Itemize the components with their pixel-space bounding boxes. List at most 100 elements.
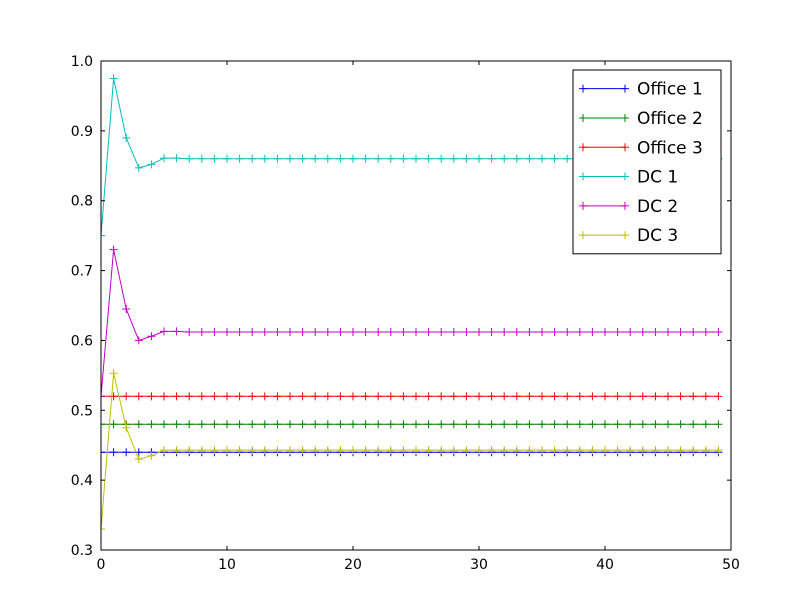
- data-point: [538, 154, 546, 163]
- data-point: [701, 446, 710, 455]
- data-point: [462, 328, 471, 337]
- data-point: [449, 392, 458, 401]
- data-point: [374, 154, 383, 163]
- data-point: [323, 420, 332, 429]
- data-point: [298, 446, 307, 455]
- legend-label: DC 3: [637, 226, 678, 246]
- data-point: [424, 446, 433, 455]
- data-point: [147, 332, 156, 341]
- data-point: [412, 420, 420, 429]
- series-office-3: [101, 392, 723, 401]
- data-point: [323, 328, 332, 337]
- data-point: [689, 392, 698, 401]
- data-point: [323, 446, 332, 455]
- data-point: [109, 74, 118, 83]
- data-point: [399, 446, 408, 455]
- data-point: [399, 328, 408, 337]
- data-point: [588, 420, 597, 429]
- data-point: [248, 392, 257, 401]
- data-point: [134, 392, 143, 401]
- data-point: [462, 420, 471, 429]
- data-point: [638, 328, 647, 337]
- data-point: [613, 446, 622, 455]
- data-point: [109, 369, 118, 378]
- data-point: [160, 446, 168, 455]
- data-point: [122, 304, 131, 313]
- legend-box: [572, 69, 722, 255]
- data-point: [260, 154, 269, 163]
- data-point: [386, 446, 395, 455]
- legend-item: DC 2: [579, 197, 678, 217]
- data-point: [437, 392, 446, 401]
- data-point: [575, 328, 584, 337]
- data-point: [437, 154, 446, 163]
- data-point: [538, 392, 546, 401]
- data-point: [512, 154, 521, 163]
- x-tick-label: 10: [218, 557, 236, 573]
- data-point: [361, 392, 370, 401]
- legend-swatch-marker: [621, 143, 629, 152]
- data-point: [399, 154, 408, 163]
- y-tick-label: 0.8: [71, 194, 93, 210]
- data-point: [412, 392, 420, 401]
- data-point: [626, 420, 635, 429]
- data-point: [336, 446, 345, 455]
- data-point: [563, 392, 572, 401]
- data-point: [525, 446, 534, 455]
- data-point: [424, 392, 433, 401]
- data-point: [412, 154, 420, 163]
- data-point: [147, 451, 156, 460]
- data-point: [588, 446, 597, 455]
- data-point: [210, 446, 219, 455]
- data-point: [311, 328, 320, 337]
- data-point: [248, 328, 257, 337]
- data-point: [273, 154, 282, 163]
- data-point: [361, 328, 370, 337]
- data-point: [185, 392, 194, 401]
- series-dc-3: [101, 369, 723, 534]
- data-point: [134, 336, 143, 345]
- series-dc-2: [101, 245, 723, 401]
- data-point: [323, 154, 332, 163]
- data-point: [462, 446, 471, 455]
- data-point: [374, 446, 383, 455]
- data-point: [676, 420, 685, 429]
- data-point: [714, 328, 723, 337]
- data-point: [185, 420, 194, 429]
- data-point: [210, 328, 219, 337]
- data-point: [223, 328, 231, 337]
- data-point: [122, 392, 131, 401]
- legend-item: DC 1: [579, 168, 678, 188]
- data-point: [550, 392, 559, 401]
- legend-item: DC 3: [579, 226, 678, 246]
- data-point: [399, 392, 408, 401]
- y-tick-label: 0.3: [71, 543, 93, 559]
- data-point: [298, 328, 307, 337]
- data-point: [525, 154, 534, 163]
- data-point: [550, 420, 559, 429]
- data-point: [197, 154, 206, 163]
- legend-label: Office 1: [637, 80, 703, 100]
- data-point: [664, 446, 672, 455]
- data-point: [336, 154, 345, 163]
- data-point: [101, 392, 105, 401]
- data-point: [575, 420, 584, 429]
- data-point: [714, 420, 723, 429]
- data-point: [210, 392, 219, 401]
- data-point: [374, 420, 383, 429]
- data-point: [160, 327, 168, 336]
- data-point: [449, 446, 458, 455]
- data-point: [714, 446, 723, 455]
- data-point: [122, 133, 131, 142]
- data-point: [651, 392, 660, 401]
- data-point: [311, 392, 320, 401]
- data-point: [109, 420, 118, 429]
- data-point: [588, 328, 597, 337]
- data-point: [437, 420, 446, 429]
- data-point: [160, 420, 168, 429]
- data-point: [134, 420, 143, 429]
- data-point: [613, 328, 622, 337]
- data-point: [210, 420, 219, 429]
- x-tick-label: 30: [470, 557, 488, 573]
- legend-swatch-marker: [579, 201, 587, 210]
